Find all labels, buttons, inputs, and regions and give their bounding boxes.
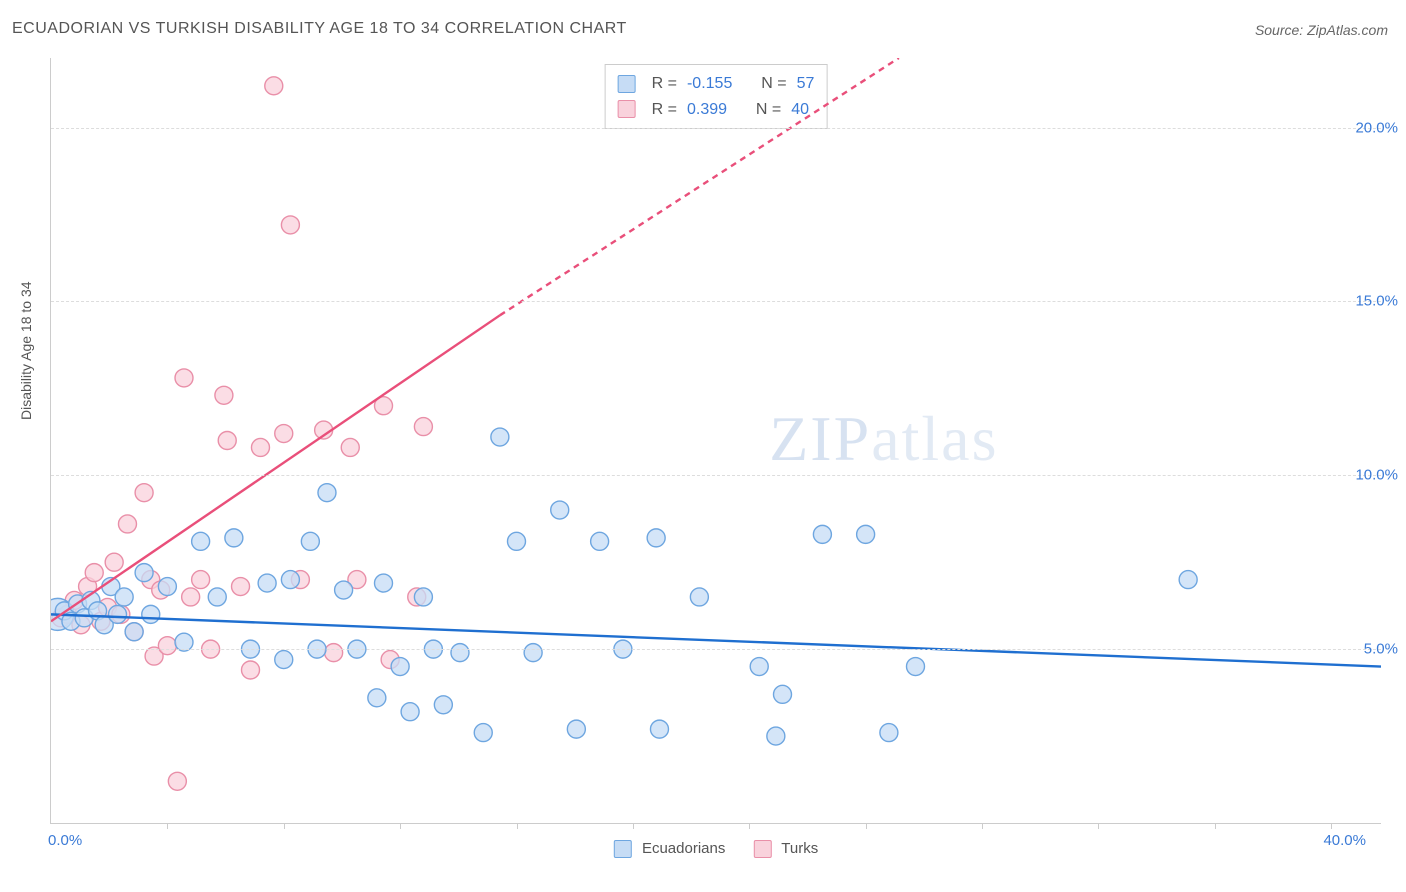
scatter-svg (51, 58, 1381, 823)
stat-N-label: N = (761, 71, 786, 97)
stat-R-label: R = (652, 71, 677, 97)
stat-R-label: R = (652, 97, 677, 123)
watermark: ZIPatlas (769, 402, 998, 476)
y-tick-label: 15.0% (1355, 293, 1398, 310)
legend-swatch-turks-icon (753, 840, 771, 858)
x-tick-origin: 0.0% (48, 832, 82, 849)
source-label: Source: ZipAtlas.com (1255, 22, 1388, 38)
swatch-turks-icon (618, 100, 636, 118)
legend-swatch-ecuadorians-icon (614, 840, 632, 858)
legend-item-ecuadorians: Ecuadorians (614, 840, 726, 858)
x-tick-max: 40.0% (1323, 832, 1366, 849)
swatch-ecuadorians-icon (618, 75, 636, 93)
y-tick-label: 5.0% (1364, 641, 1398, 658)
stat-N-turks: 40 (791, 97, 809, 123)
stats-row-ecuadorians: R = -0.155 N = 57 (618, 71, 815, 97)
plot-area: ZIPatlas R = -0.155 N = 57 R = 0.399 N =… (50, 58, 1381, 824)
stat-N-label: N = (756, 97, 781, 123)
stat-R-turks: 0.399 (687, 97, 727, 123)
stat-R-ecuadorians: -0.155 (687, 71, 732, 97)
legend-item-turks: Turks (753, 840, 818, 858)
stats-row-turks: R = 0.399 N = 40 (618, 97, 815, 123)
y-tick-label: 10.0% (1355, 467, 1398, 484)
chart-title: ECUADORIAN VS TURKISH DISABILITY AGE 18 … (12, 20, 627, 38)
y-tick-label: 20.0% (1355, 119, 1398, 136)
chart-container: ECUADORIAN VS TURKISH DISABILITY AGE 18 … (0, 0, 1406, 892)
legend: Ecuadorians Turks (614, 840, 818, 858)
stats-box: R = -0.155 N = 57 R = 0.399 N = 40 (605, 64, 828, 129)
y-axis-label: Disability Age 18 to 34 (18, 281, 34, 420)
stat-N-ecuadorians: 57 (797, 71, 815, 97)
